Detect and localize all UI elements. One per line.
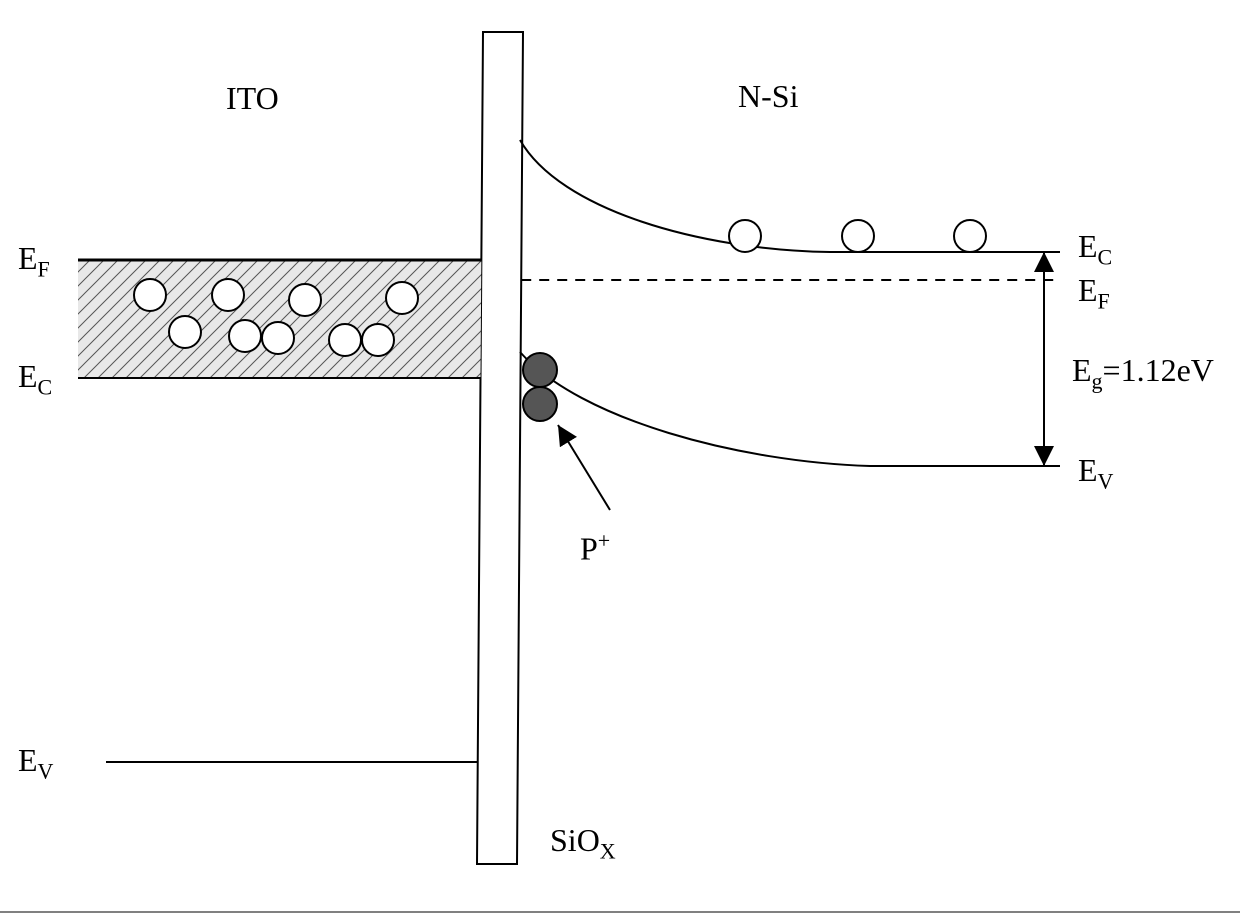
- label-ito-ef: EF: [18, 240, 50, 282]
- band-diagram: ITO N-Si EF EC EV EC EF EV Eg=1.12eV P+ …: [0, 0, 1240, 916]
- label-eg: Eg=1.12eV: [1072, 352, 1214, 394]
- label-ito-ec: EC: [18, 358, 52, 400]
- diagram-svg: [0, 0, 1240, 916]
- label-ito-ev: EV: [18, 742, 53, 784]
- label-nsi-ef: EF: [1078, 272, 1110, 314]
- label-nsi-ev: EV: [1078, 452, 1113, 494]
- label-nsi-ec: EC: [1078, 228, 1112, 270]
- label-nsi: N-Si: [738, 78, 798, 115]
- label-pplus: P+: [580, 528, 610, 568]
- label-siox: SiOX: [550, 822, 616, 864]
- label-ito: ITO: [226, 80, 279, 117]
